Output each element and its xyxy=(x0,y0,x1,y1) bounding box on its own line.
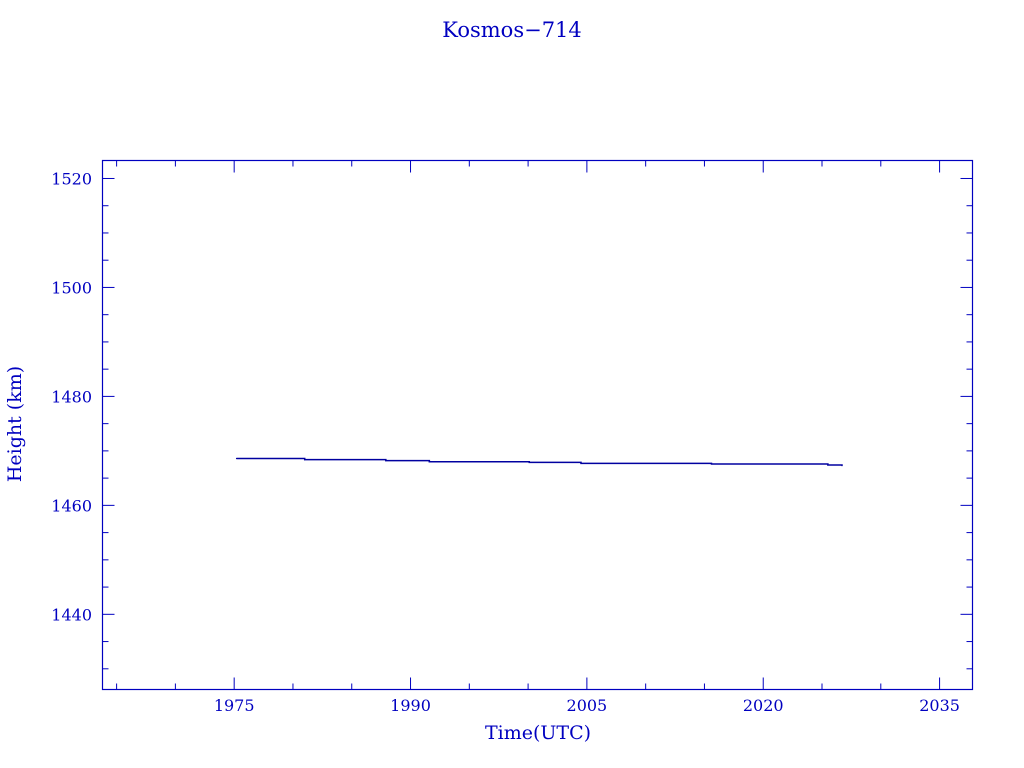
data-point xyxy=(580,462,582,465)
data-point xyxy=(710,463,713,465)
x-tick-label: 2035 xyxy=(919,696,960,715)
data-point xyxy=(304,458,306,461)
y-tick-label: 1460 xyxy=(51,496,92,515)
y-axis-label: Height (km) xyxy=(4,366,26,482)
data-point xyxy=(827,464,829,466)
y-tick-label: 1440 xyxy=(51,605,92,624)
y-tick-label: 1500 xyxy=(51,278,92,297)
height-series-line xyxy=(236,457,843,466)
x-tick-label: 1975 xyxy=(214,696,255,715)
x-axis-label: Time(UTC) xyxy=(485,722,591,744)
data-point xyxy=(385,460,387,462)
chart-title: Kosmos−714 xyxy=(442,18,582,42)
x-tick-label: 1990 xyxy=(390,696,431,715)
x-tick-label: 2020 xyxy=(743,696,784,715)
y-tick-label: 1480 xyxy=(51,387,92,406)
data-point xyxy=(235,457,238,460)
data-point xyxy=(428,461,430,463)
x-tick-label: 2005 xyxy=(567,696,608,715)
y-tick-label: 1520 xyxy=(51,169,92,188)
data-point xyxy=(841,464,843,467)
data-point xyxy=(528,461,530,463)
plot-frame xyxy=(101,159,974,691)
